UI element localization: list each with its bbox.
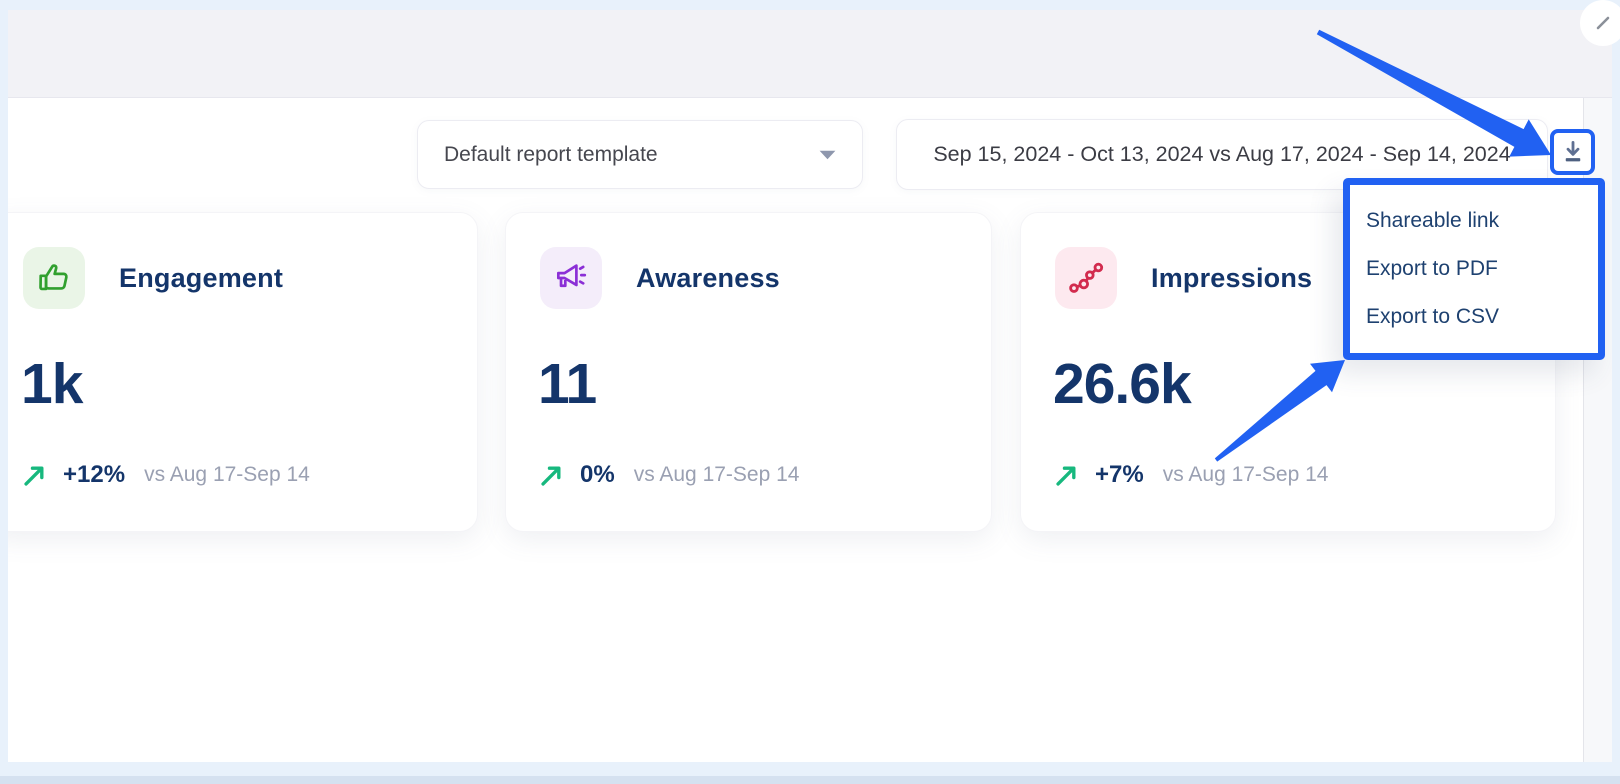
export-button[interactable]: [1550, 129, 1595, 175]
card-delta: +12%: [63, 461, 126, 488]
card-value: 11: [538, 352, 597, 416]
card-title: Awareness: [636, 262, 780, 293]
card-delta: 0%: [580, 461, 615, 488]
card-delta-row: +12% vs Aug 17-Sep 14: [21, 461, 310, 489]
menu-item-shareable-link[interactable]: Shareable link: [1366, 209, 1500, 232]
edit-annotation-handle[interactable]: [1580, 0, 1620, 46]
metric-card-awareness: Awareness 11 0% vs Aug 17-Sep 14: [505, 212, 992, 532]
trend-up-icon: [24, 466, 44, 486]
metric-card-engagement: Engagement 1k +12% vs Aug 17-Sep 14: [8, 212, 478, 532]
card-header: Engagement: [8, 213, 477, 309]
thumbs-up-icon: [39, 264, 68, 291]
content-right-divider: [1583, 98, 1584, 762]
card-delta-row: 0% vs Aug 17-Sep 14: [538, 461, 799, 489]
card-delta: +7%: [1095, 461, 1144, 488]
card-header: Impressions: [1021, 213, 1555, 309]
top-header-band: [8, 10, 1612, 98]
card-compare-period: vs Aug 17-Sep 14: [1162, 463, 1329, 486]
scatter-graph-icon: [1069, 262, 1104, 293]
menu-item-export-csv[interactable]: Export to CSV: [1366, 305, 1500, 328]
card-compare-period: vs Aug 17-Sep 14: [633, 463, 800, 486]
card-delta-row: +7% vs Aug 17-Sep 14: [1053, 461, 1329, 489]
awareness-icon-tile: [540, 247, 602, 309]
menu-item-export-pdf[interactable]: Export to PDF: [1366, 257, 1498, 280]
card-value: 26.6k: [1053, 352, 1192, 416]
card-header: Awareness: [506, 213, 991, 309]
date-range-value: Sep 15, 2024 - Oct 13, 2024 vs Aug 17, 2…: [933, 142, 1511, 166]
card-compare-period: vs Aug 17-Sep 14: [144, 463, 310, 486]
window-bottom-edge: [0, 776, 1620, 784]
report-template-select[interactable]: Default report template: [417, 120, 863, 189]
card-value: 1k: [21, 352, 83, 416]
chevron-down-icon: [819, 150, 836, 159]
trend-up-icon: [1056, 466, 1076, 486]
report-content-area: Default report template Sep 15, 2024 - O…: [8, 98, 1612, 762]
card-title: Impressions: [1151, 262, 1313, 293]
engagement-icon-tile: [23, 247, 85, 309]
export-menu: Shareable link Export to PDF Export to C…: [1343, 178, 1605, 360]
megaphone-icon: [556, 264, 587, 288]
download-icon: [1565, 141, 1580, 162]
impressions-icon-tile: [1055, 247, 1117, 309]
trend-up-icon: [541, 466, 561, 486]
card-title: Engagement: [119, 262, 284, 293]
report-template-select-value: Default report template: [444, 142, 658, 166]
pencil-icon: [1596, 16, 1610, 30]
